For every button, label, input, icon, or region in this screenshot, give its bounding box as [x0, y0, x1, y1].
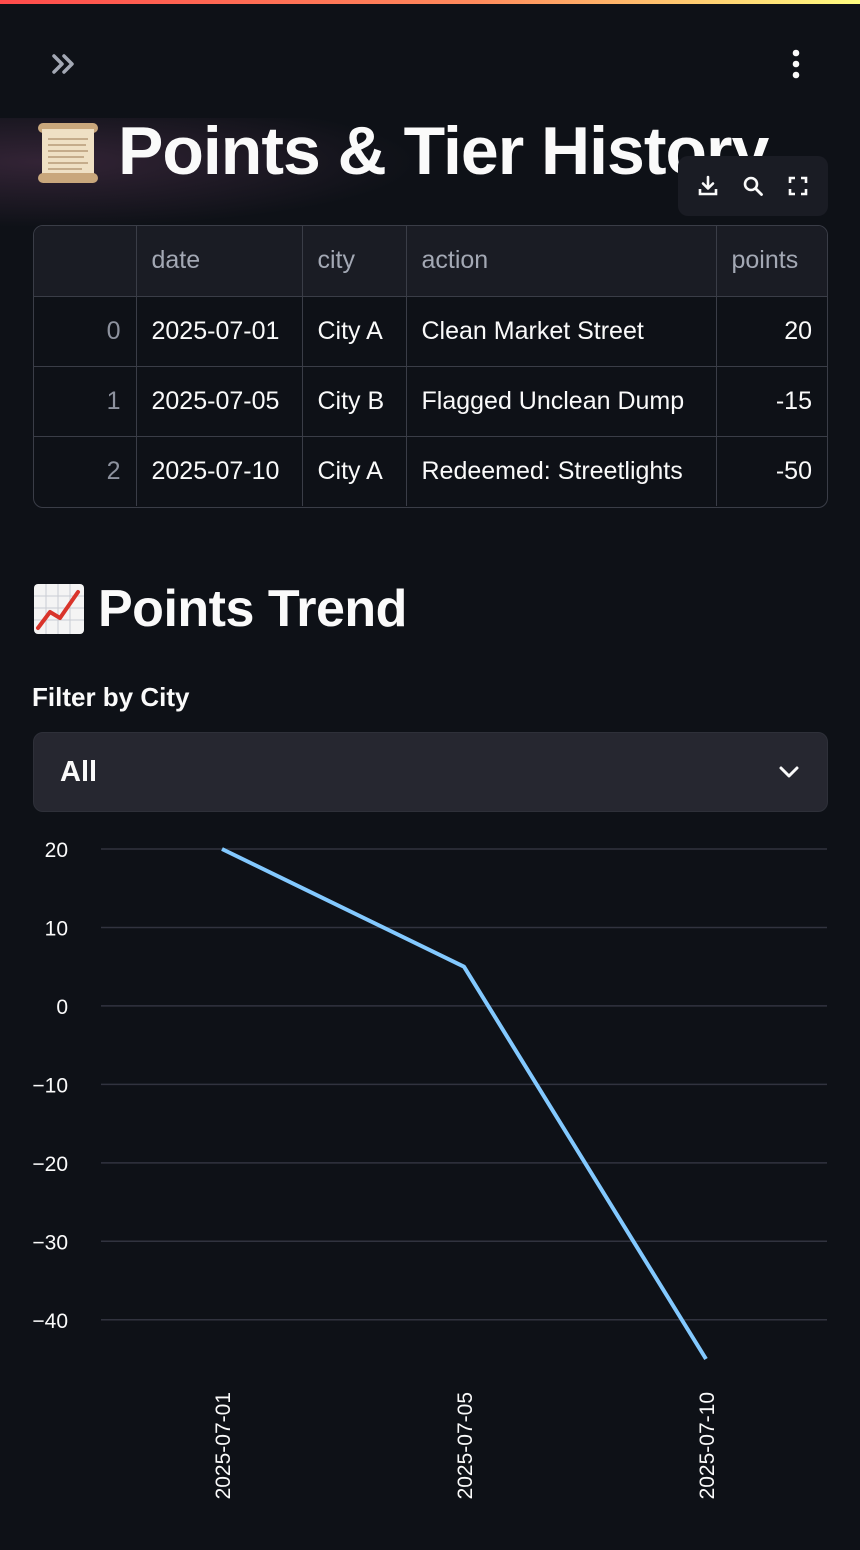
city-cell[interactable]: City A [302, 436, 407, 506]
index-column-header [34, 226, 137, 297]
points-cell[interactable]: -50 [775, 456, 812, 485]
chart-increasing-icon [34, 584, 84, 634]
x-tick-label: 2025-07-01 [212, 1392, 235, 1499]
search-button[interactable] [737, 170, 769, 202]
y-tick-label: −10 [32, 1074, 68, 1097]
action-column-header[interactable]: action [406, 226, 717, 297]
action-cell[interactable]: Flagged Unclean Dump [406, 366, 717, 437]
series-line [221, 847, 708, 1361]
points-trend-chart[interactable]: 20 10 0 −10 −20 −30 −40 2025-07-01 2025-07-05 202… [0, 820, 860, 1540]
date-cell[interactable]: 2025-07-01 [136, 296, 303, 367]
table-row: 0 2025-07-01 City A Clean Market Street … [34, 296, 827, 367]
date-cell[interactable]: 2025-07-05 [136, 366, 303, 437]
row-index: 1 [34, 366, 137, 437]
search-icon [743, 176, 763, 196]
city-filter-value: All [60, 755, 98, 788]
points-history-table[interactable]: date city action points 0 2025-07-01 Cit… [33, 225, 828, 508]
city-column-header[interactable]: city [302, 226, 407, 297]
download-button[interactable] [692, 170, 724, 202]
table-row: 2 2025-07-10 City A Redeemed: Streetligh… [34, 436, 827, 506]
chevron-down-icon [779, 766, 799, 778]
points-trend-heading: Points Trend [32, 574, 407, 644]
points-cell[interactable]: 20 [716, 296, 827, 367]
x-tick-label: 2025-07-05 [454, 1392, 477, 1499]
y-tick-label: −40 [32, 1310, 68, 1333]
y-tick-label: −30 [32, 1231, 68, 1254]
fullscreen-icon [788, 176, 807, 196]
y-tick-label: 10 [45, 917, 68, 940]
y-tick-label: −20 [32, 1153, 68, 1176]
dataframe-toolbar [678, 156, 828, 216]
main-menu-button[interactable] [776, 44, 816, 84]
top-accent-bar [0, 0, 860, 4]
fullscreen-button[interactable] [782, 170, 814, 202]
filter-label: Filter by City [32, 682, 190, 712]
city-cell[interactable]: City B [302, 366, 407, 437]
points-cell[interactable]: -15 [716, 366, 827, 437]
city-cell[interactable]: City A [302, 296, 407, 367]
city-filter-select[interactable]: All [33, 732, 828, 812]
y-tick-label: 20 [45, 839, 68, 862]
double-chevron-right-icon [52, 54, 74, 74]
vertical-dots-icon [792, 49, 800, 79]
page-title-text: Points & Tier History [118, 113, 769, 189]
date-cell[interactable]: 2025-07-10 [136, 436, 303, 506]
points-column-header[interactable]: points [716, 226, 827, 297]
table-header-row: date city action points [34, 226, 827, 297]
date-column-header[interactable]: date [136, 226, 303, 297]
page-title: Points & Tier History [32, 108, 769, 194]
points-trend-title: Points Trend [98, 580, 407, 638]
download-icon [699, 175, 718, 196]
x-tick-label: 2025-07-10 [696, 1392, 719, 1499]
y-tick-label: 0 [56, 996, 68, 1019]
row-index: 0 [34, 296, 137, 367]
app-header [0, 4, 860, 118]
scroll-icon [38, 123, 98, 183]
sidebar-toggle-button[interactable] [44, 44, 84, 84]
action-cell[interactable]: Clean Market Street [406, 296, 717, 367]
row-index: 2 [34, 436, 137, 506]
table-row: 1 2025-07-05 City B Flagged Unclean Dump… [34, 366, 827, 437]
action-cell[interactable]: Redeemed: Streetlights [406, 436, 717, 506]
